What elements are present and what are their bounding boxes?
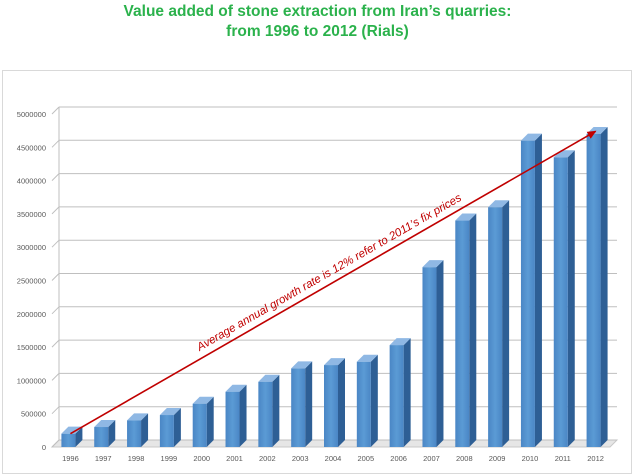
bar-side-2003 <box>305 361 313 447</box>
bar-top-1996 <box>61 426 83 434</box>
y-tick-label: 2500000 <box>17 277 46 286</box>
y-tick-label: 5000000 <box>17 110 46 119</box>
bar-top-1997 <box>94 420 116 428</box>
bar-top-1999 <box>159 408 181 416</box>
bar-side-2005 <box>370 354 378 447</box>
bar-side-2008 <box>469 213 477 447</box>
x-tick-label: 2004 <box>325 454 342 463</box>
gridline-diagonal <box>51 206 60 215</box>
bar-top-2001 <box>225 384 247 392</box>
x-tick-label: 2006 <box>390 454 407 463</box>
x-tick-label: 2011 <box>555 454 571 463</box>
x-tick-label: 2010 <box>522 454 539 463</box>
bar-2002 <box>258 381 273 447</box>
x-tick-label: 2003 <box>292 454 309 463</box>
gridline-diagonal <box>51 306 60 315</box>
bar-1999 <box>159 415 174 447</box>
y-tick-label: 2000000 <box>17 310 46 319</box>
bar-1996 <box>61 433 76 447</box>
bar-2005 <box>356 361 371 447</box>
y-tick-label: 4000000 <box>17 177 46 186</box>
chart-title: Value added of stone extraction from Ira… <box>123 3 512 20</box>
gridline-diagonal <box>51 406 60 415</box>
bar-2001 <box>225 391 240 447</box>
bar-side-2006 <box>403 338 411 447</box>
bar-2008 <box>455 220 470 447</box>
bar-side-2009 <box>502 200 510 447</box>
bar-side-1996 <box>75 426 83 447</box>
bar-side-2010 <box>534 133 542 447</box>
bar-top-2005 <box>356 354 378 362</box>
bar-2004 <box>324 365 338 447</box>
bar-1998 <box>127 420 142 447</box>
bar-top-2007 <box>422 260 444 268</box>
x-tick-label: 2001 <box>226 454 243 463</box>
gridline-diagonal <box>51 273 60 281</box>
y-tick-label: 500000 <box>21 410 46 419</box>
x-tick-label: 2012 <box>587 454 604 463</box>
bar-side-2000 <box>206 396 214 447</box>
x-tick-label: 2008 <box>456 454 473 463</box>
bar-side-2002 <box>272 374 280 447</box>
x-tick-label: 2007 <box>423 454 440 463</box>
bar-top-2009 <box>488 200 510 208</box>
bar-2010 <box>520 140 535 447</box>
bar-1997 <box>94 427 109 447</box>
bar-side-2001 <box>239 384 247 447</box>
x-tick-label: 1998 <box>128 454 145 463</box>
bar-side-1998 <box>141 413 149 447</box>
x-tick-label: 2005 <box>357 454 374 463</box>
bar-top-2000 <box>192 396 214 404</box>
x-tick-label: 2000 <box>193 454 210 463</box>
x-tick-label: 2009 <box>489 454 506 463</box>
gridline-diagonal <box>51 173 60 181</box>
bar-2011 <box>553 157 568 448</box>
bar-top-2003 <box>291 361 313 369</box>
y-tick-label: 1500000 <box>17 343 46 352</box>
y-tick-label: 3500000 <box>17 210 46 219</box>
bar-2007 <box>422 267 437 447</box>
bar-side-1999 <box>173 408 181 447</box>
y-tick-label: 4500000 <box>17 143 46 152</box>
bar-side-2007 <box>436 260 444 447</box>
chart-title-block: Value added of stone extraction from Ira… <box>0 0 635 50</box>
y-tick-label: 3000000 <box>17 243 46 252</box>
bar-top-2006 <box>389 338 411 346</box>
gridline-diagonal <box>51 106 60 115</box>
gridline-diagonal <box>51 339 60 348</box>
x-tick-label: 1996 <box>62 454 79 463</box>
chart-subtitle: from 1996 to 2012 (Rials) <box>226 23 409 40</box>
y-tick-label: 1000000 <box>17 376 46 385</box>
bar-2003 <box>291 368 306 447</box>
bar-top-2008 <box>455 213 477 221</box>
bar-side-2012 <box>600 126 608 447</box>
bar-2006 <box>389 345 404 447</box>
bar-side-2011 <box>567 150 575 448</box>
x-tick-label: 1997 <box>95 454 112 463</box>
x-tick-label: 1999 <box>161 454 178 463</box>
gridline-diagonal <box>51 139 60 148</box>
gridline-diagonal <box>51 439 60 448</box>
trend-arrow <box>70 130 597 435</box>
gridline-diagonal <box>51 239 60 248</box>
bar-top-2004 <box>324 358 345 366</box>
x-tick-label: 2002 <box>259 454 276 463</box>
y-tick-label: 0 <box>42 443 46 452</box>
gridline-diagonal <box>51 373 60 381</box>
bar-2009 <box>488 207 503 447</box>
bar-top-2010 <box>520 133 542 141</box>
bar-2000 <box>192 403 207 447</box>
bar-side-2004 <box>338 358 345 447</box>
bar-2012 <box>586 133 601 448</box>
bar-top-2002 <box>258 374 280 382</box>
bar-side-1997 <box>108 420 116 447</box>
bar-top-1998 <box>127 413 149 421</box>
